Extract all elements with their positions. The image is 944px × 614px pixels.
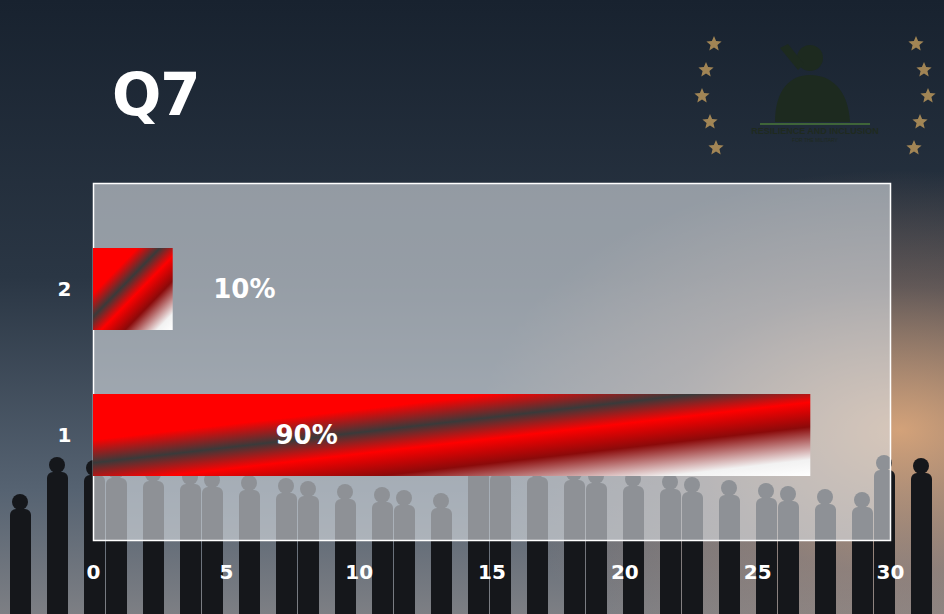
svg-text:10: 10 (345, 560, 373, 584)
svg-text:20: 20 (611, 560, 639, 584)
html-text:FOR THE MILITARY: FOR THE MILITARY (792, 137, 838, 143)
svg-text:25: 25 (744, 560, 772, 584)
html-text:Q7: Q7 (112, 61, 200, 129)
svg-text:1: 1 (58, 423, 72, 447)
svg-text:0: 0 (87, 560, 101, 584)
svg-text:30: 30 (877, 560, 905, 584)
svg-text:90%: 90% (276, 420, 338, 450)
svg-text:2: 2 (58, 277, 72, 301)
html-text:RESILIENCE AND INCLUSION: RESILIENCE AND INCLUSION (751, 126, 879, 136)
svg-text:15: 15 (478, 560, 506, 584)
svg-text:5: 5 (219, 560, 233, 584)
svg-text:10%: 10% (213, 274, 275, 304)
